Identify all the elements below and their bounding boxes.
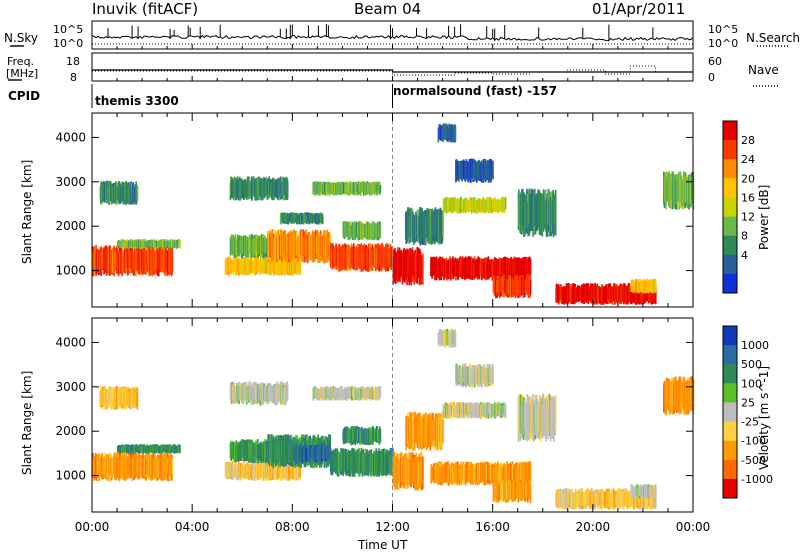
power-data-layer: [92, 123, 695, 305]
data-cell: [655, 285, 657, 305]
y-tick-label: 2000: [55, 219, 86, 233]
colorbar-swatch: [723, 235, 737, 256]
freq-unit: [MHz]: [6, 67, 39, 80]
nave-label: Nave: [748, 63, 779, 77]
data-cell: [136, 186, 139, 199]
data-cell: [379, 428, 382, 443]
velocity-data-layer: [92, 328, 695, 510]
data-cell: [529, 258, 532, 275]
colorbar-swatch: [723, 273, 737, 294]
colorbar-tick-label: 20: [741, 172, 755, 185]
colorbar-swatch: [723, 178, 737, 198]
colorbar-tick-label: 4: [741, 249, 748, 262]
data-cell: [179, 240, 181, 249]
data-cell: [529, 461, 532, 481]
x-axis-title: Time UT: [358, 538, 408, 552]
colorbar-swatch: [723, 121, 737, 141]
data-cell: [171, 245, 174, 272]
cpid-segment-normalsound: normalsound (fast) -157: [393, 84, 558, 98]
colorbar-tick-label: 12: [741, 211, 755, 224]
cpid-label: CPID: [8, 89, 41, 103]
station-title: Inuvik (fitACF): [92, 0, 199, 18]
nsearch-tick-top: 10^5: [708, 23, 739, 36]
nsky-tick-top: 10^5: [53, 23, 84, 36]
nsearch-tick-bottom: 10^0: [708, 37, 739, 50]
nave-tick-top: 60: [708, 55, 722, 68]
colorbar-tick-label: 24: [741, 153, 755, 166]
data-cell: [422, 253, 424, 285]
y-tick-label: 3000: [55, 175, 86, 189]
colorbar-swatch: [723, 216, 737, 237]
date-title: 01/Apr/2011: [592, 0, 686, 18]
colorbar-swatch: [723, 159, 737, 179]
freq-tick-top: 18: [66, 55, 80, 68]
freq-label: Freq.: [7, 55, 35, 68]
data-cell: [379, 185, 382, 193]
nsky-label: N.Sky: [4, 31, 39, 45]
colorbar-swatch: [723, 140, 737, 160]
colorbar-swatch: [723, 197, 737, 217]
data-cell: [171, 457, 174, 474]
data-cell: [299, 261, 301, 276]
data-cell: [442, 419, 444, 443]
data-cell: [286, 384, 289, 400]
colorbar-frame: [722, 120, 738, 294]
data-cell: [655, 280, 657, 292]
data-cell: [299, 464, 301, 478]
freq-tick-bottom: 8: [70, 71, 77, 84]
cpid-segment-themis: themis 3300: [95, 94, 179, 108]
colorbar-tick-label: 8: [741, 230, 748, 243]
data-cell: [379, 386, 382, 398]
colorbar-tick-label: 28: [741, 134, 755, 147]
data-cell: [322, 215, 324, 224]
beam-title: Beam 04: [354, 0, 422, 18]
data-cell: [179, 444, 181, 454]
data-cell: [286, 180, 289, 199]
data-cell: [454, 126, 457, 142]
data-cell: [422, 456, 424, 490]
nsky-series-line: [91, 24, 694, 42]
data-cell: [136, 388, 139, 410]
y-tick-label: 4000: [55, 130, 86, 144]
colorbar-tick-label: 16: [741, 191, 755, 204]
data-cell: [554, 189, 557, 236]
data-cell: [492, 160, 494, 180]
nsky-tick-bottom: 10^0: [53, 37, 84, 50]
colorbar-swatch: [723, 254, 737, 275]
data-cell: [504, 197, 507, 210]
nave-tick-bottom: 0: [708, 71, 715, 84]
data-cell: [529, 279, 532, 295]
nave-series-line: [92, 65, 693, 76]
data-cell: [379, 225, 382, 239]
y-tick-label: 1000: [55, 264, 86, 278]
data-cell: [442, 209, 444, 238]
nsearch-label: N.Search: [746, 31, 800, 45]
